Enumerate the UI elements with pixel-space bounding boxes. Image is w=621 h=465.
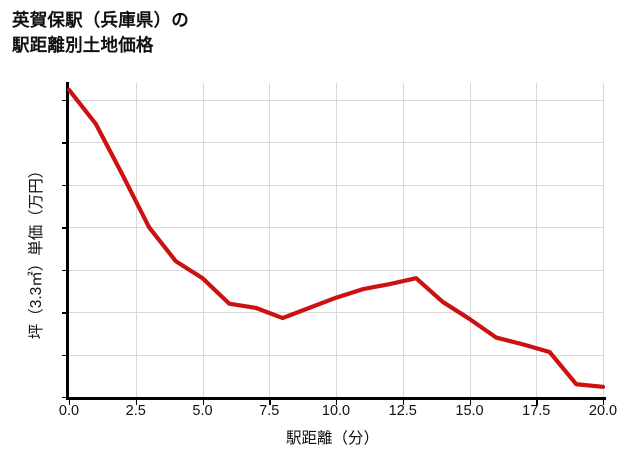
x-tick-mark [202, 400, 204, 405]
gridline-vertical [336, 83, 337, 397]
x-tick-label: 20.0 [588, 403, 618, 419]
x-tick-label: 5.0 [192, 403, 213, 419]
x-tick-label: 7.5 [259, 403, 280, 419]
gridline-vertical [469, 83, 471, 397]
x-axis-label: 駅距離（分） [285, 430, 379, 447]
gridline-vertical [536, 83, 538, 397]
x-tick-mark [69, 400, 71, 405]
x-tick-mark [469, 400, 471, 405]
plot-area [69, 83, 604, 398]
chart-title: 英賀保駅（兵庫県）の 駅距離別土地価格 [12, 10, 189, 55]
x-tick-label: 12.5 [388, 403, 417, 419]
y-tick-mark [62, 312, 67, 314]
x-tick-label: 10.0 [321, 403, 351, 419]
x-tick-label: 17.5 [522, 403, 551, 419]
gridline-vertical [135, 83, 137, 397]
x-tick-label: 15.0 [455, 403, 484, 419]
x-tick-mark [135, 400, 138, 405]
x-tick-mark [536, 400, 538, 405]
y-axis-spine [66, 82, 69, 399]
y-tick-mark [62, 184, 67, 187]
x-tick-label: 0.0 [58, 403, 80, 419]
x-tick-mark [269, 400, 271, 405]
x-tick-mark [603, 400, 605, 405]
x-tick-mark [402, 400, 405, 405]
x-axis-spine [66, 397, 606, 400]
y-tick-mark [62, 227, 67, 229]
x-tick-label: 2.5 [125, 403, 146, 419]
gridline-vertical [202, 83, 204, 397]
gridline-vertical [603, 83, 604, 397]
y-tick-mark [62, 142, 67, 144]
y-tick-mark [62, 99, 67, 102]
gridline-vertical [402, 83, 404, 397]
y-tick-mark [62, 397, 67, 399]
y-axis-label: 坪（3.3㎡）単価（万円） [28, 162, 45, 340]
y-tick-mark [62, 269, 67, 272]
gridline-vertical [269, 83, 271, 397]
y-tick-mark [62, 354, 67, 356]
x-tick-mark [336, 400, 338, 405]
